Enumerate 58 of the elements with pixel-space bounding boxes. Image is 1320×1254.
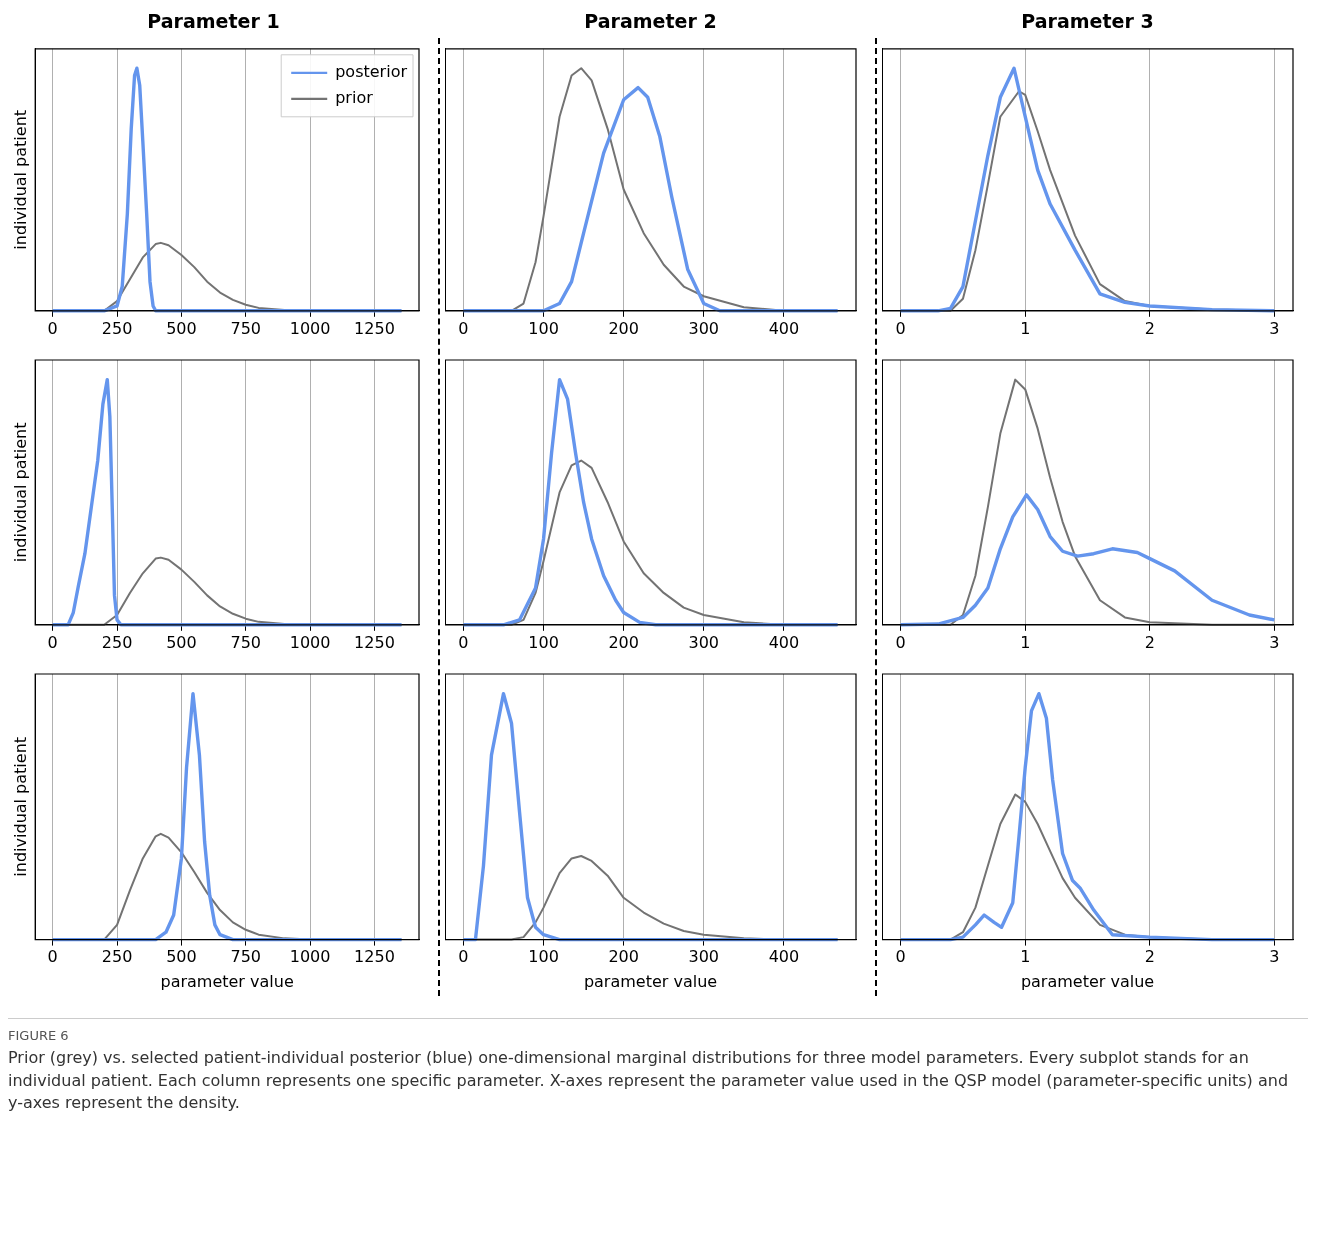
x-axis-title: parameter value bbox=[160, 971, 294, 991]
x-tick-label: 0 bbox=[458, 947, 469, 967]
x-tick-label: 400 bbox=[768, 947, 800, 967]
x-tick-label: 200 bbox=[608, 947, 639, 967]
x-tick-label: 300 bbox=[688, 318, 720, 338]
x-tick-label: 0 bbox=[458, 632, 469, 652]
chart-title: Parameter 3 bbox=[1021, 10, 1154, 33]
x-tick-label: 300 bbox=[688, 947, 720, 967]
x-tick-label: 750 bbox=[230, 632, 262, 652]
chart-title: Parameter 2 bbox=[584, 10, 717, 33]
x-tick-label: 250 bbox=[101, 947, 133, 967]
x-tick-label: 2 bbox=[1144, 947, 1155, 967]
x-tick-label: 0 bbox=[47, 632, 58, 652]
y-axis-title: individual patient bbox=[10, 422, 30, 563]
x-tick-label: 750 bbox=[230, 318, 262, 338]
x-tick-label: 3 bbox=[1269, 318, 1280, 338]
x-tick-label: 1250 bbox=[354, 632, 395, 652]
x-tick-label: 250 bbox=[101, 318, 133, 338]
x-tick-label: 300 bbox=[688, 632, 720, 652]
x-tick-label: 2 bbox=[1144, 318, 1155, 338]
x-tick-label: 2 bbox=[1144, 632, 1155, 652]
y-axis-title: individual patient bbox=[10, 736, 30, 877]
x-tick-label: 0 bbox=[895, 318, 906, 338]
x-axis-title: parameter value bbox=[1020, 971, 1155, 991]
x-tick-label: 0 bbox=[47, 947, 58, 967]
x-tick-label: 100 bbox=[528, 632, 559, 652]
x-axis-title: parameter value bbox=[583, 971, 718, 991]
x-tick-label: 400 bbox=[768, 318, 800, 338]
text: Prior (grey) vs. selected patient-individual posterior (blue) one-dimensional marginal distributions for three model parameters. Every subplot stands for an individual patient. Each column represents one specific parameter. X-axes represent the parameter value used in the QSP model (parameter-specific units) and y-axes represent the density. bbox=[8, 1047, 1290, 1114]
x-tick-label: 200 bbox=[608, 632, 639, 652]
x-tick-label: 100 bbox=[528, 947, 559, 967]
x-tick-label: 3 bbox=[1269, 947, 1280, 967]
x-tick-label: 0 bbox=[895, 632, 906, 652]
x-tick-label: 100 bbox=[528, 318, 559, 338]
x-tick-label: 0 bbox=[47, 318, 58, 338]
x-tick-label: 500 bbox=[166, 947, 197, 967]
x-tick-label: 1250 bbox=[354, 947, 395, 967]
x-tick-label: 1000 bbox=[289, 947, 331, 967]
x-tick-label: 0 bbox=[895, 947, 906, 967]
x-tick-label: 1 bbox=[1020, 632, 1031, 652]
chart-title: Parameter 1 bbox=[147, 10, 280, 33]
x-tick-label: 1000 bbox=[289, 318, 331, 338]
x-tick-label: 500 bbox=[166, 318, 197, 338]
x-tick-label: 250 bbox=[101, 632, 133, 652]
x-tick-label: 1250 bbox=[354, 318, 395, 338]
legend-label: prior bbox=[335, 87, 374, 107]
y-axis-title: individual patient bbox=[10, 109, 30, 250]
x-tick-label: 400 bbox=[768, 632, 800, 652]
x-tick-label: 750 bbox=[230, 947, 262, 967]
caption: FIGURE 6 bbox=[8, 1027, 70, 1045]
x-tick-label: 3 bbox=[1269, 632, 1280, 652]
x-tick-label: 0 bbox=[458, 318, 469, 338]
x-tick-label: 200 bbox=[608, 318, 639, 338]
legend-label: posterior bbox=[335, 61, 408, 81]
x-tick-label: 1 bbox=[1020, 947, 1031, 967]
x-tick-label: 500 bbox=[166, 632, 197, 652]
x-tick-label: 1 bbox=[1020, 318, 1031, 338]
x-tick-label: 1000 bbox=[289, 632, 331, 652]
